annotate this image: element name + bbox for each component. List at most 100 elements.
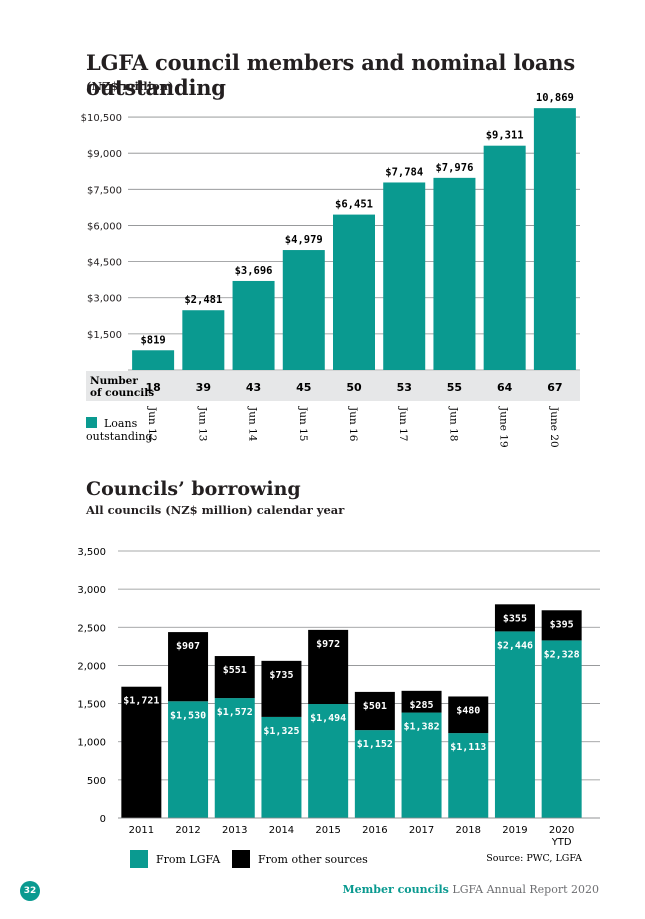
councils-count: 67 [547, 381, 562, 394]
loan-bar [383, 182, 426, 370]
loan-bar [333, 214, 375, 370]
bar-value-label: $4,979 [285, 234, 323, 246]
y-tick-label: 500 [87, 776, 106, 787]
councils-label: of councils [90, 387, 154, 399]
footer-report: LGFA Annual Report 2020 [448, 883, 599, 896]
other-value-label: $907 [176, 641, 200, 652]
loan-bar [533, 108, 576, 370]
chart1-title: LGFA council members and nominal loans o… [86, 50, 575, 100]
other-value-label: $1,721 [123, 696, 159, 707]
x-tick-label: June 20 [548, 406, 560, 448]
lgfa-bar-segment [401, 712, 442, 818]
footer-section: Member councils [342, 883, 449, 896]
other-value-label: $972 [316, 639, 340, 650]
lgfa-bar-segment [494, 631, 535, 818]
x-tick-label: 2019 [502, 825, 527, 836]
bar-value-label: $3,696 [235, 265, 273, 277]
x-tick-label: 2011 [129, 825, 154, 836]
source-note: Source: PWC, LGFA [486, 853, 582, 864]
other-value-label: $395 [550, 619, 574, 630]
legend-swatch-lgfa [130, 850, 148, 868]
lgfa-value-label: $1,152 [357, 739, 393, 750]
bar-value-label: $2,481 [184, 294, 222, 306]
lgfa-value-label: $2,328 [544, 649, 580, 660]
y-tick-label: 3,000 [77, 585, 106, 596]
other-value-label: $501 [363, 701, 387, 712]
x-tick-label: 2012 [175, 825, 200, 836]
loan-bar [433, 177, 476, 370]
councils-count: 43 [246, 381, 261, 394]
lgfa-value-label: $2,446 [497, 640, 533, 651]
other-value-label: $355 [503, 613, 527, 624]
other-value-label: $480 [456, 705, 480, 716]
bar-value-label: $6,451 [335, 199, 373, 211]
other-bar-segment [354, 691, 395, 731]
bar-value-label: $819 [140, 334, 165, 346]
councils-count: 39 [196, 381, 211, 394]
lgfa-value-label: $1,382 [403, 722, 439, 733]
legend-label-other: From other sources [258, 853, 368, 866]
loans-outstanding-chart: $1,500 $3,000 $4,500 $6,000 $7,500 $9,000 $10,… [81, 92, 580, 448]
legend-swatch-other [232, 850, 250, 868]
lgfa-value-label: $1,325 [263, 726, 299, 737]
x-tick-label: Jun 14 [247, 406, 259, 442]
councils-count: 55 [447, 381, 462, 394]
y-tick-label: $7,500 [87, 185, 122, 196]
x-tick-sublabel: YTD [551, 837, 572, 848]
other-bar-segment [168, 632, 209, 702]
chart2-title: Councils’ borrowing [86, 478, 301, 500]
y-tick-label: $4,500 [87, 258, 122, 269]
bar-value-label: 10,869 [536, 92, 574, 104]
other-bar-segment [214, 656, 255, 699]
legend-label: Loans [104, 417, 138, 430]
lgfa-value-label: $1,530 [170, 710, 206, 721]
x-tick-label: 2018 [456, 825, 481, 836]
councils-count: 18 [145, 381, 160, 394]
lgfa-bar-segment [541, 640, 582, 818]
councils-count: 45 [296, 381, 311, 394]
y-tick-label: $6,000 [87, 221, 122, 232]
lgfa-bar-segment [214, 698, 255, 818]
y-tick-label: $10,500 [81, 113, 122, 124]
lgfa-bar-segment [354, 730, 395, 818]
x-tick-label: 2015 [315, 825, 340, 836]
other-bar-segment [261, 660, 302, 717]
councils-label: Number [90, 375, 138, 387]
x-tick-label: 2016 [362, 825, 387, 836]
other-value-label: $735 [269, 670, 293, 681]
loan-bar [232, 280, 275, 370]
councils-count: 50 [346, 381, 362, 394]
councils-count: 53 [397, 381, 412, 394]
chart2-subtitle: All councils (NZ$ million) calendar year [86, 503, 345, 517]
other-bar-segment [401, 690, 442, 713]
councils-band [86, 371, 580, 401]
other-bar-segment [121, 686, 162, 818]
x-tick-label: 2014 [269, 825, 294, 836]
y-tick-label: 3,500 [77, 547, 106, 558]
lgfa-value-label: $1,113 [450, 742, 486, 753]
legend-label: outstanding [86, 430, 153, 443]
bar-value-label: $9,311 [486, 130, 524, 142]
y-tick-label: $3,000 [87, 294, 122, 305]
other-value-label: $285 [410, 700, 434, 711]
lgfa-bar-segment [261, 716, 302, 818]
footer: Member councils LGFA Annual Report 2020 [342, 883, 599, 896]
lgfa-value-label: $1,572 [217, 707, 253, 718]
other-value-label: $551 [223, 665, 247, 676]
x-tick-label: Jun 17 [397, 406, 409, 441]
x-tick-label: Jun 13 [196, 406, 208, 441]
y-tick-label: 1,000 [77, 738, 106, 749]
x-tick-label: 2013 [222, 825, 247, 836]
loan-bar [132, 350, 175, 370]
x-tick-label: 2020 [549, 825, 574, 836]
y-tick-label: 2,000 [77, 661, 106, 672]
x-tick-label: Jun 18 [447, 406, 459, 441]
loan-bar [483, 145, 526, 370]
lgfa-bar-segment [448, 733, 489, 818]
y-tick-label: 0 [100, 814, 106, 825]
legend-label-lgfa: From LGFA [156, 853, 221, 866]
page-number: 32 [20, 881, 40, 901]
councils-count: 64 [497, 381, 513, 394]
bar-value-label: $7,784 [385, 166, 423, 178]
